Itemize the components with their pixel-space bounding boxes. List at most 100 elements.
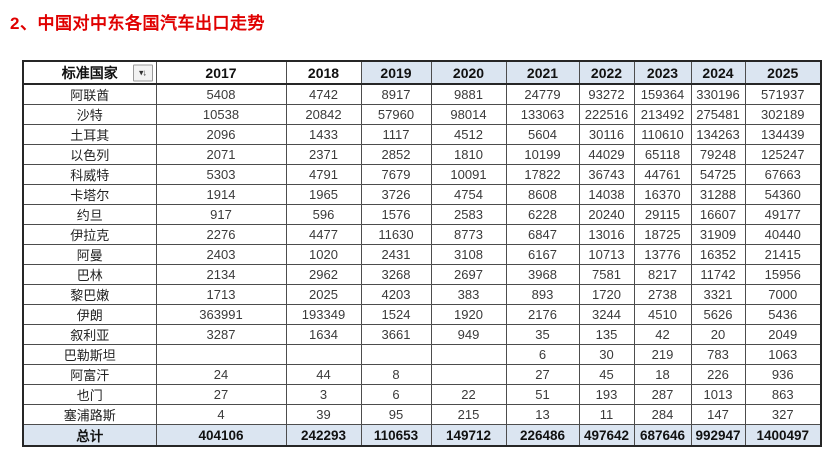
data-cell[interactable]: 302189 [744,104,822,125]
data-cell[interactable]: 4791 [285,164,362,185]
data-cell[interactable]: 1063 [744,344,822,365]
data-cell[interactable]: 5303 [155,164,287,185]
data-cell[interactable]: 125247 [744,144,822,165]
data-cell[interactable]: 40440 [744,224,822,245]
data-cell[interactable]: 11 [578,404,635,425]
data-cell[interactable]: 213492 [633,104,692,125]
column-header-country[interactable]: 标准国家 ▾↓ [22,60,157,85]
data-cell[interactable]: 95 [360,404,432,425]
data-cell[interactable]: 45 [578,364,635,385]
data-cell[interactable]: 2431 [360,244,432,265]
data-cell[interactable]: 222516 [578,104,635,125]
data-cell[interactable]: 2276 [155,224,287,245]
data-cell[interactable]: 10713 [578,244,635,265]
country-cell[interactable]: 黎巴嫩 [22,284,157,305]
data-cell[interactable]: 1013 [690,384,746,405]
data-cell[interactable]: 3726 [360,184,432,205]
data-cell[interactable]: 11630 [360,224,432,245]
country-cell[interactable]: 以色列 [22,144,157,165]
data-cell[interactable]: 13016 [578,224,635,245]
data-cell[interactable]: 1713 [155,284,287,305]
data-cell[interactable]: 159364 [633,83,692,105]
data-cell[interactable]: 8917 [360,83,432,105]
data-cell[interactable]: 3321 [690,284,746,305]
data-cell[interactable]: 35 [505,324,580,345]
data-cell[interactable]: 16352 [690,244,746,265]
data-cell[interactable]: 1524 [360,304,432,325]
country-cell[interactable]: 伊拉克 [22,224,157,245]
data-cell[interactable]: 21415 [744,244,822,265]
data-cell[interactable]: 2962 [285,264,362,285]
data-cell[interactable]: 2049 [744,324,822,345]
data-cell[interactable]: 51 [505,384,580,405]
data-cell[interactable]: 275481 [690,104,746,125]
column-header-2020[interactable]: 2020 [430,60,507,85]
data-cell[interactable]: 13 [505,404,580,425]
data-cell[interactable]: 7000 [744,284,822,305]
data-cell[interactable]: 135 [578,324,635,345]
data-cell[interactable]: 31288 [690,184,746,205]
data-cell[interactable]: 8 [360,364,432,385]
data-cell[interactable]: 936 [744,364,822,385]
column-header-2018[interactable]: 2018 [285,60,362,85]
data-cell[interactable]: 1634 [285,324,362,345]
data-cell[interactable] [360,344,432,365]
data-cell[interactable]: 2096 [155,124,287,145]
data-cell[interactable]: 93272 [578,83,635,105]
data-cell[interactable]: 3244 [578,304,635,325]
data-cell[interactable] [155,344,287,365]
data-cell[interactable]: 327 [744,404,822,425]
country-cell[interactable]: 伊朗 [22,304,157,325]
data-cell[interactable]: 44 [285,364,362,385]
column-header-2021[interactable]: 2021 [505,60,580,85]
column-header-2023[interactable]: 2023 [633,60,692,85]
data-cell[interactable]: 65118 [633,144,692,165]
data-cell[interactable]: 330196 [690,83,746,105]
data-cell[interactable]: 39 [285,404,362,425]
country-cell[interactable]: 阿联酋 [22,83,157,105]
data-cell[interactable]: 36743 [578,164,635,185]
data-cell[interactable]: 2025 [285,284,362,305]
data-cell[interactable]: 284 [633,404,692,425]
data-cell[interactable]: 11742 [690,264,746,285]
data-cell[interactable]: 917 [155,204,287,225]
data-cell[interactable]: 571937 [744,83,822,105]
data-cell[interactable]: 134439 [744,124,822,145]
country-cell[interactable]: 塞浦路斯 [22,404,157,425]
total-cell[interactable]: 1400497 [744,424,822,447]
data-cell[interactable]: 1720 [578,284,635,305]
total-cell[interactable]: 110653 [360,424,432,447]
data-cell[interactable]: 13776 [633,244,692,265]
data-cell[interactable]: 10091 [430,164,507,185]
data-cell[interactable]: 8608 [505,184,580,205]
data-cell[interactable]: 193 [578,384,635,405]
data-cell[interactable]: 16607 [690,204,746,225]
data-cell[interactable]: 5626 [690,304,746,325]
data-cell[interactable]: 4754 [430,184,507,205]
country-cell[interactable]: 卡塔尔 [22,184,157,205]
country-cell[interactable]: 阿富汗 [22,364,157,385]
data-cell[interactable]: 44761 [633,164,692,185]
data-cell[interactable]: 4742 [285,83,362,105]
data-cell[interactable]: 8217 [633,264,692,285]
column-header-2025[interactable]: 2025 [744,60,822,85]
data-cell[interactable]: 1965 [285,184,362,205]
data-cell[interactable]: 147 [690,404,746,425]
data-cell[interactable]: 54725 [690,164,746,185]
data-cell[interactable]: 3 [285,384,362,405]
data-cell[interactable]: 6 [505,344,580,365]
data-cell[interactable]: 54360 [744,184,822,205]
data-cell[interactable]: 16370 [633,184,692,205]
data-cell[interactable]: 49177 [744,204,822,225]
country-cell[interactable]: 巴林 [22,264,157,285]
data-cell[interactable]: 15956 [744,264,822,285]
total-cell[interactable]: 687646 [633,424,692,447]
country-cell[interactable]: 也门 [22,384,157,405]
data-cell[interactable]: 31909 [690,224,746,245]
data-cell[interactable]: 2697 [430,264,507,285]
total-cell[interactable]: 149712 [430,424,507,447]
data-cell[interactable]: 3968 [505,264,580,285]
data-cell[interactable]: 5436 [744,304,822,325]
data-cell[interactable]: 20 [690,324,746,345]
data-cell[interactable] [430,364,507,385]
